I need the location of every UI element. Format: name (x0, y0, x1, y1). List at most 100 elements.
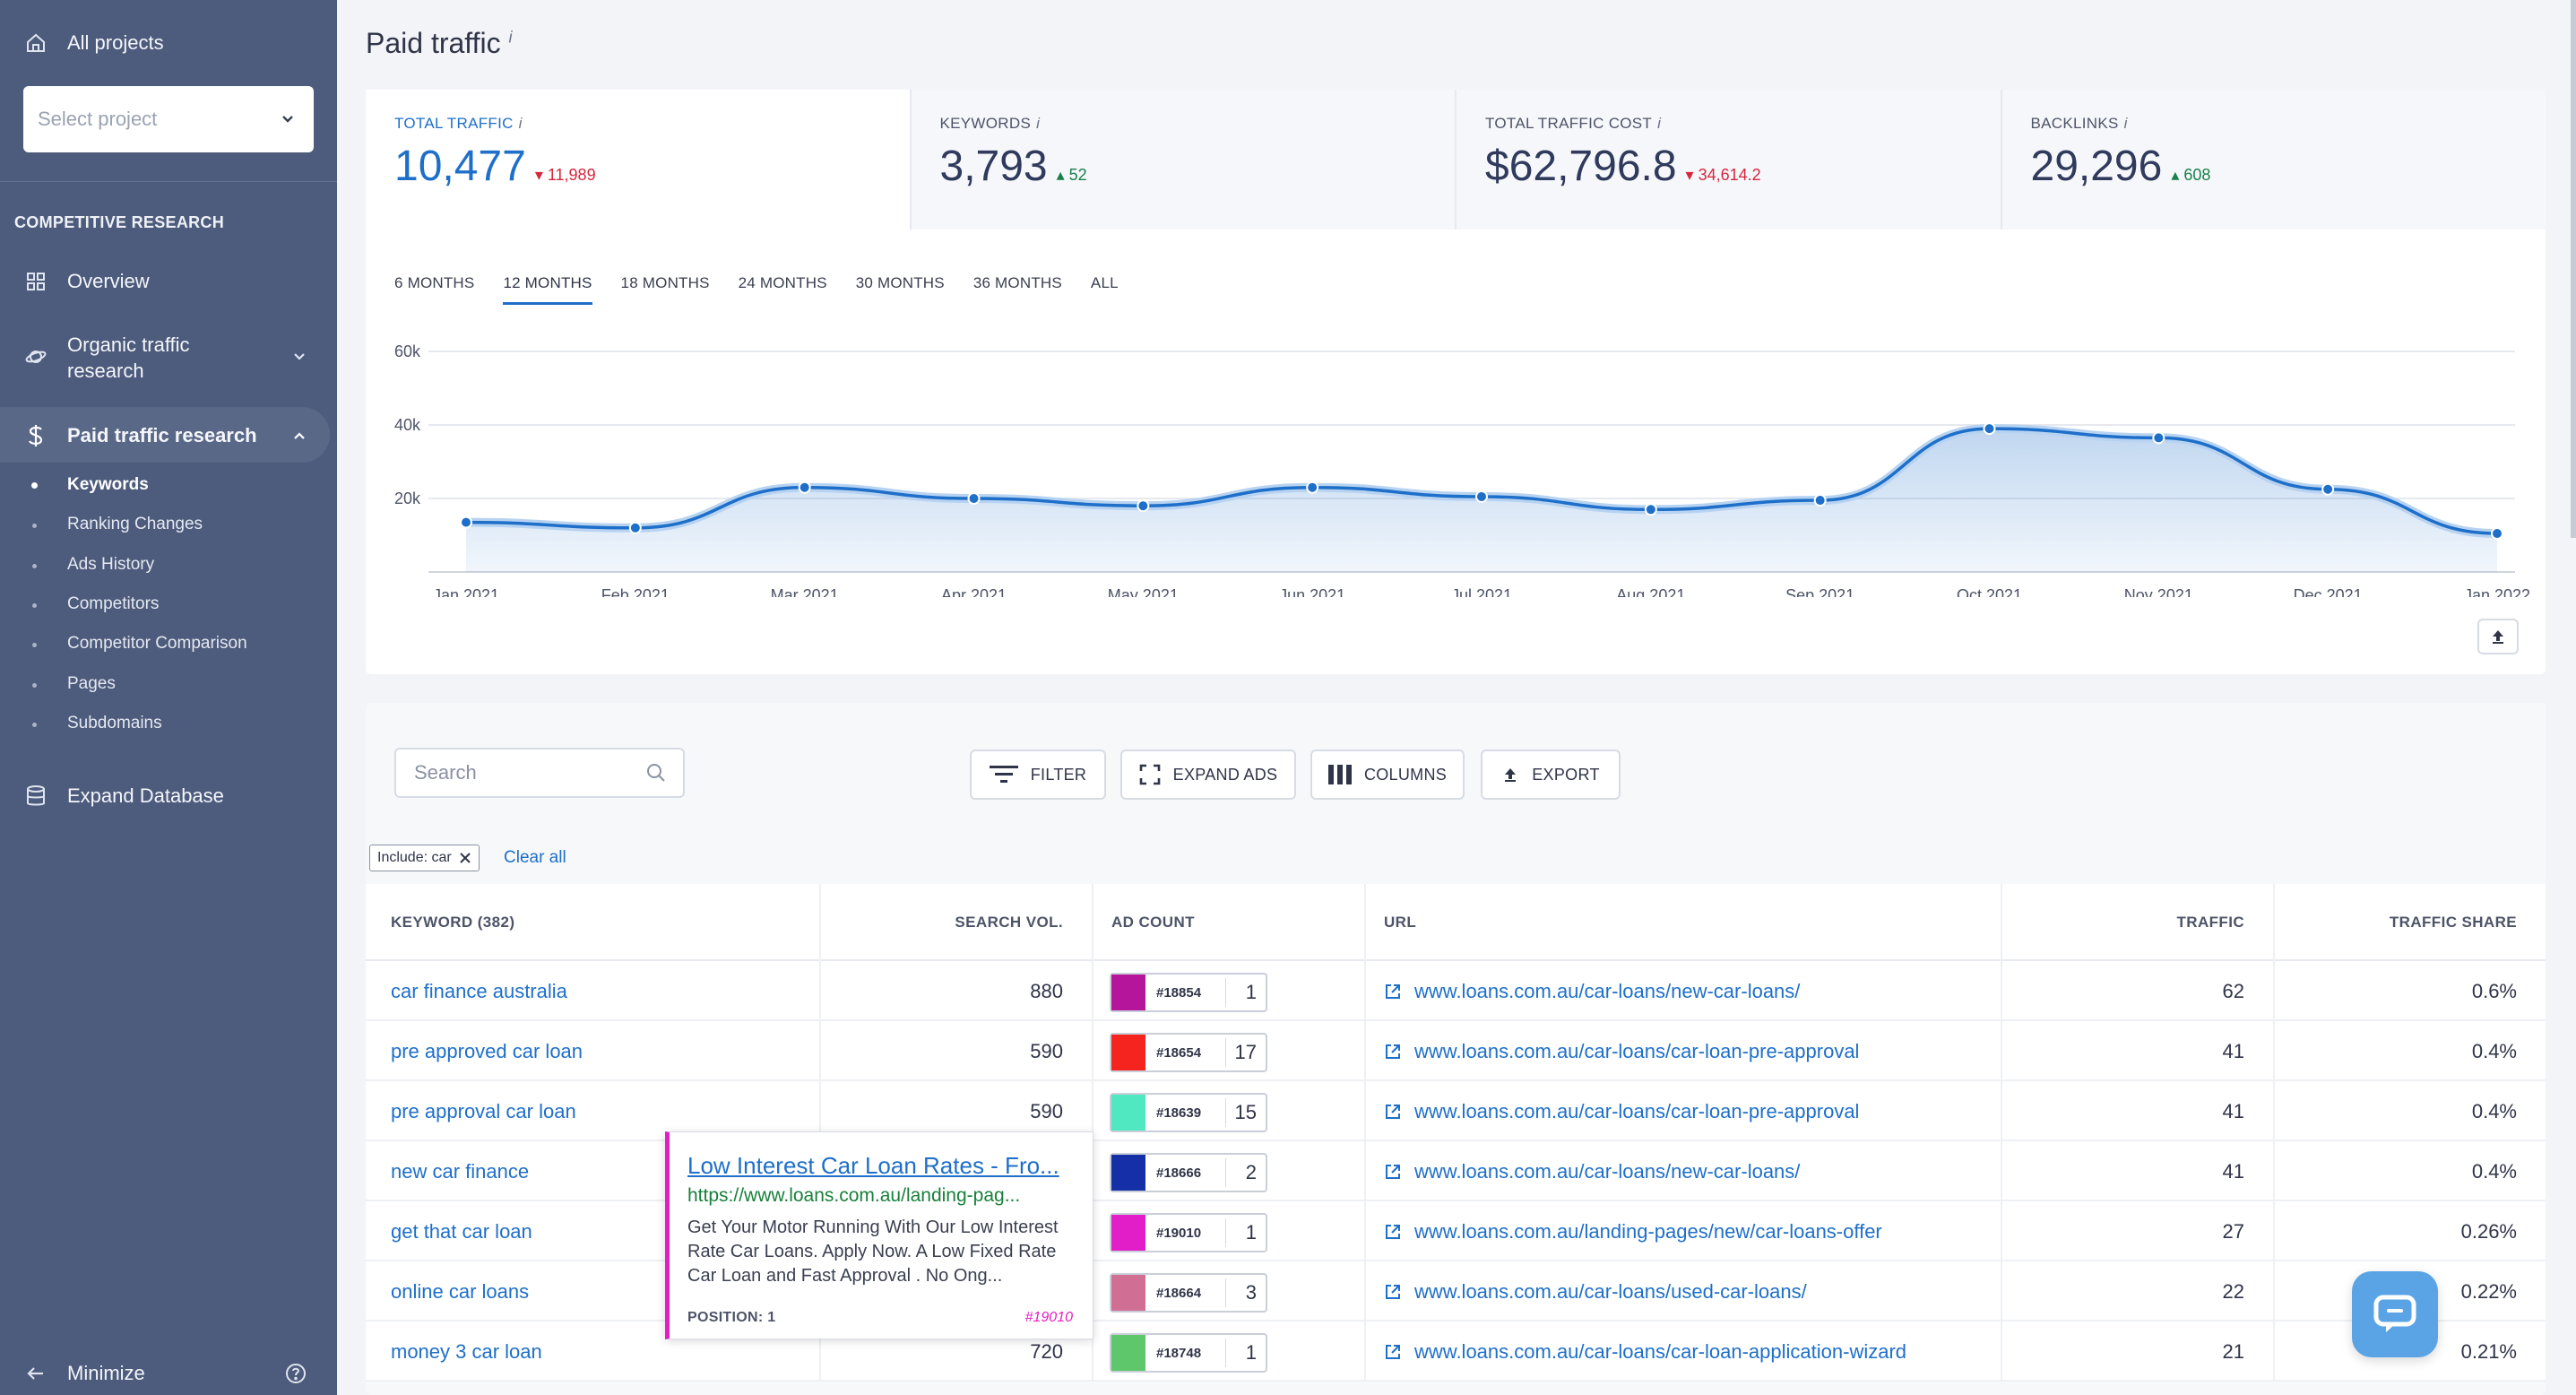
ad-badge[interactable]: #18664 3 (1110, 1273, 1267, 1313)
tab-24-months[interactable]: 24 MONTHS (738, 274, 827, 291)
info-icon[interactable]: i (518, 115, 523, 132)
table-row[interactable]: money 3 car loan 720 #18748 1 www.loans.… (366, 1321, 2546, 1382)
col-header-traffic-share[interactable]: TRAFFIC SHARE (2389, 914, 2517, 931)
grid-icon (23, 269, 48, 294)
url-link[interactable]: www.loans.com.au/car-loans/used-car-loan… (1414, 1279, 1807, 1303)
bullet (32, 524, 37, 528)
info-icon[interactable]: i (2123, 115, 2128, 132)
tab-18-months[interactable]: 18 MONTHS (620, 274, 710, 291)
url-cell[interactable]: www.loans.com.au/car-loans/new-car-loans… (1366, 1141, 2002, 1201)
sidebar-sub-pages[interactable]: Pages (67, 674, 116, 693)
info-icon[interactable]: i (1657, 115, 1662, 132)
tab-36-months[interactable]: 36 MONTHS (972, 274, 1062, 291)
sidebar-sub-subdomains[interactable]: Subdomains (67, 714, 162, 732)
close-icon[interactable] (459, 852, 471, 864)
chevron-up-icon (292, 429, 307, 447)
keyword-link[interactable]: pre approved car loan (366, 1021, 821, 1081)
columns-label: COLUMNS (1363, 765, 1448, 784)
url-cell[interactable]: www.loans.com.au/car-loans/car-loan-pre-… (1366, 1081, 2002, 1141)
chat-support-button[interactable] (2352, 1271, 2438, 1357)
ad-color-swatch (1111, 1035, 1145, 1070)
table-row[interactable]: pre approved car loan 590 #18654 17 www.… (366, 1021, 2546, 1081)
page-scrollbar[interactable] (2571, 0, 2576, 538)
info-icon[interactable]: i (1036, 115, 1041, 132)
ad-badge[interactable]: #18654 17 (1110, 1033, 1267, 1072)
search-input[interactable]: Search (394, 748, 685, 798)
tab-6-months[interactable]: 6 MONTHS (394, 274, 475, 291)
metric-backlinks[interactable]: BACKLINKS i 29,296 ▴ 608 (2001, 90, 2546, 230)
export-button[interactable]: EXPORT (1481, 749, 1621, 800)
expand-db-label: Expand Database (67, 784, 224, 807)
col-header-traffic[interactable]: TRAFFIC (2002, 884, 2275, 961)
ad-badge[interactable]: #18748 1 (1110, 1333, 1267, 1373)
expand-ads-button[interactable]: EXPAND ADS (1120, 749, 1296, 800)
url-cell[interactable]: www.loans.com.au/car-loans/used-car-loan… (1366, 1261, 2002, 1321)
search-volume: 590 (821, 1081, 1094, 1141)
keyword-link[interactable]: pre approval car loan (366, 1081, 821, 1141)
url-cell[interactable]: www.loans.com.au/landing-pages/new/car-l… (1366, 1201, 2002, 1261)
x-tick-label: Jan 2022 (2464, 586, 2530, 597)
data-point (1813, 494, 1827, 507)
url-cell[interactable]: www.loans.com.au/car-loans/new-car-loans… (1366, 961, 2002, 1021)
sidebar-all-projects[interactable]: All projects (0, 25, 337, 61)
metric-keywords[interactable]: KEYWORDS i 3,793 ▴ 52 (911, 90, 1457, 230)
url-cell[interactable]: www.loans.com.au/car-loans/car-loan-pre-… (1366, 1021, 2002, 1081)
traffic-value: 21 (2002, 1321, 2275, 1382)
url-link[interactable]: www.loans.com.au/landing-pages/new/car-l… (1414, 1219, 1882, 1243)
sidebar-sub-competitors[interactable]: Competitors (67, 594, 160, 613)
help-icon[interactable] (285, 1363, 307, 1389)
data-point (460, 516, 472, 529)
page-title-text: Paid traffic (366, 27, 501, 59)
info-icon[interactable]: i (508, 28, 513, 47)
metric-traffic-cost[interactable]: TOTAL TRAFFIC COST i $62,796.8 ▾ 34,614.2 (1457, 90, 2002, 230)
url-link[interactable]: www.loans.com.au/car-loans/car-loan-pre-… (1414, 1099, 1860, 1122)
ad-title-link[interactable]: Low Interest Car Loan Rates - Fro... (687, 1152, 1059, 1179)
include-filter-chip[interactable]: Include: car (369, 845, 480, 871)
clear-all-link[interactable]: Clear all (504, 848, 566, 867)
table-row[interactable]: online car loans #18664 3 www.loans.com.… (366, 1261, 2546, 1321)
url-cell[interactable]: www.loans.com.au/car-loans/car-loan-appl… (1366, 1321, 2002, 1382)
keyword-link[interactable]: money 3 car loan (366, 1321, 821, 1382)
tab-all[interactable]: ALL (1090, 274, 1119, 291)
ad-badge[interactable]: #18639 15 (1110, 1093, 1267, 1132)
tab-30-months[interactable]: 30 MONTHS (855, 274, 945, 291)
col-header-search-vol[interactable]: SEARCH VOL. (821, 884, 1094, 961)
col-header-keyword[interactable]: KEYWORD (382) (366, 884, 821, 961)
url-link[interactable]: www.loans.com.au/car-loans/car-loan-appl… (1414, 1339, 1907, 1363)
col-header-url[interactable]: URL (1366, 884, 2002, 961)
sidebar-minimize[interactable]: Minimize (0, 1356, 337, 1391)
url-link[interactable]: www.loans.com.au/car-loans/car-loan-pre-… (1414, 1039, 1860, 1062)
table-row[interactable]: new car finance #18666 2 www.loans.com.a… (366, 1141, 2546, 1201)
sidebar-section-title: COMPETITIVE RESEARCH (14, 213, 225, 231)
keyword-link[interactable]: car finance australia (366, 961, 821, 1021)
sidebar-item-paid[interactable]: Paid traffic research (0, 418, 337, 454)
ad-count-cell: #18639 15 (1094, 1081, 1366, 1141)
url-link[interactable]: www.loans.com.au/car-loans/new-car-loans… (1414, 1159, 1801, 1183)
ad-badge[interactable]: #19010 1 (1110, 1213, 1267, 1252)
tab-12-months[interactable]: 12 MONTHS (503, 274, 592, 305)
keyword-link[interactable]: online car loans (366, 1261, 821, 1321)
metric-value: $62,796.8 (1485, 143, 1677, 190)
ad-id: #19010 (1024, 1310, 1073, 1325)
table-row[interactable]: pre approval car loan 590 #18639 15 www.… (366, 1081, 2546, 1141)
sidebar-sub-keywords[interactable]: Keywords (67, 475, 149, 494)
ad-badge[interactable]: #18666 2 (1110, 1153, 1267, 1192)
sidebar-sub-ads-history[interactable]: Ads History (67, 555, 155, 574)
metric-total-traffic[interactable]: TOTAL TRAFFIC i 10,477 ▾ 11,989 (366, 90, 912, 230)
filter-button[interactable]: FILTER (970, 749, 1106, 800)
columns-button[interactable]: COLUMNS (1310, 749, 1465, 800)
sidebar-item-expand-db[interactable]: Expand Database (0, 778, 337, 814)
chart-export-button[interactable] (2477, 619, 2519, 654)
table-row[interactable]: car finance australia 880 #18854 1 www.l… (366, 961, 2546, 1021)
sidebar-sub-competitor-comparison[interactable]: Competitor Comparison (67, 634, 247, 653)
url-link[interactable]: www.loans.com.au/car-loans/new-car-loans… (1414, 979, 1801, 1002)
traffic-chart[interactable]: 20k 40k 60k Jan 2021 Feb 2021 Mar 2021 Apr 202… (366, 328, 2546, 597)
ad-id: #18664 (1156, 1285, 1202, 1301)
ad-badge[interactable]: #18854 1 (1110, 973, 1267, 1012)
sidebar-item-organic[interactable]: Organic traffic research (0, 330, 337, 384)
sidebar-sub-ranking-changes[interactable]: Ranking Changes (67, 515, 203, 533)
sidebar-item-overview[interactable]: Overview (0, 264, 337, 299)
col-header-ad-count[interactable]: AD COUNT (1094, 884, 1366, 961)
select-project-dropdown[interactable]: Select project (23, 86, 314, 152)
table-row[interactable]: get that car loan #19010 1 www.loans.com… (366, 1201, 2546, 1261)
